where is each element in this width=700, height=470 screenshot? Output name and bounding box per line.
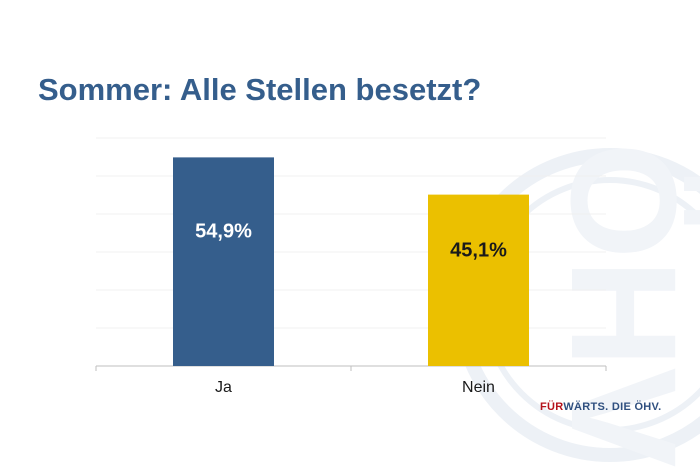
brand-tagline: FÜRWÄRTS. DIE ÖHV. bbox=[540, 401, 662, 413]
x-tick-label: Nein bbox=[462, 379, 495, 396]
tagline-highlight: FÜR bbox=[540, 401, 564, 413]
data-label: 45,1% bbox=[450, 239, 507, 261]
slide-title: Sommer: Alle Stellen besetzt? bbox=[38, 72, 482, 107]
watermark-lettering: ÖHV bbox=[540, 142, 700, 467]
bar-nein bbox=[428, 194, 529, 366]
x-tick-label: Ja bbox=[215, 379, 232, 396]
bar-ja bbox=[173, 157, 274, 366]
tagline-text: WÄRTS. DIE ÖHV. bbox=[563, 401, 662, 413]
data-label: 54,9% bbox=[195, 221, 252, 243]
